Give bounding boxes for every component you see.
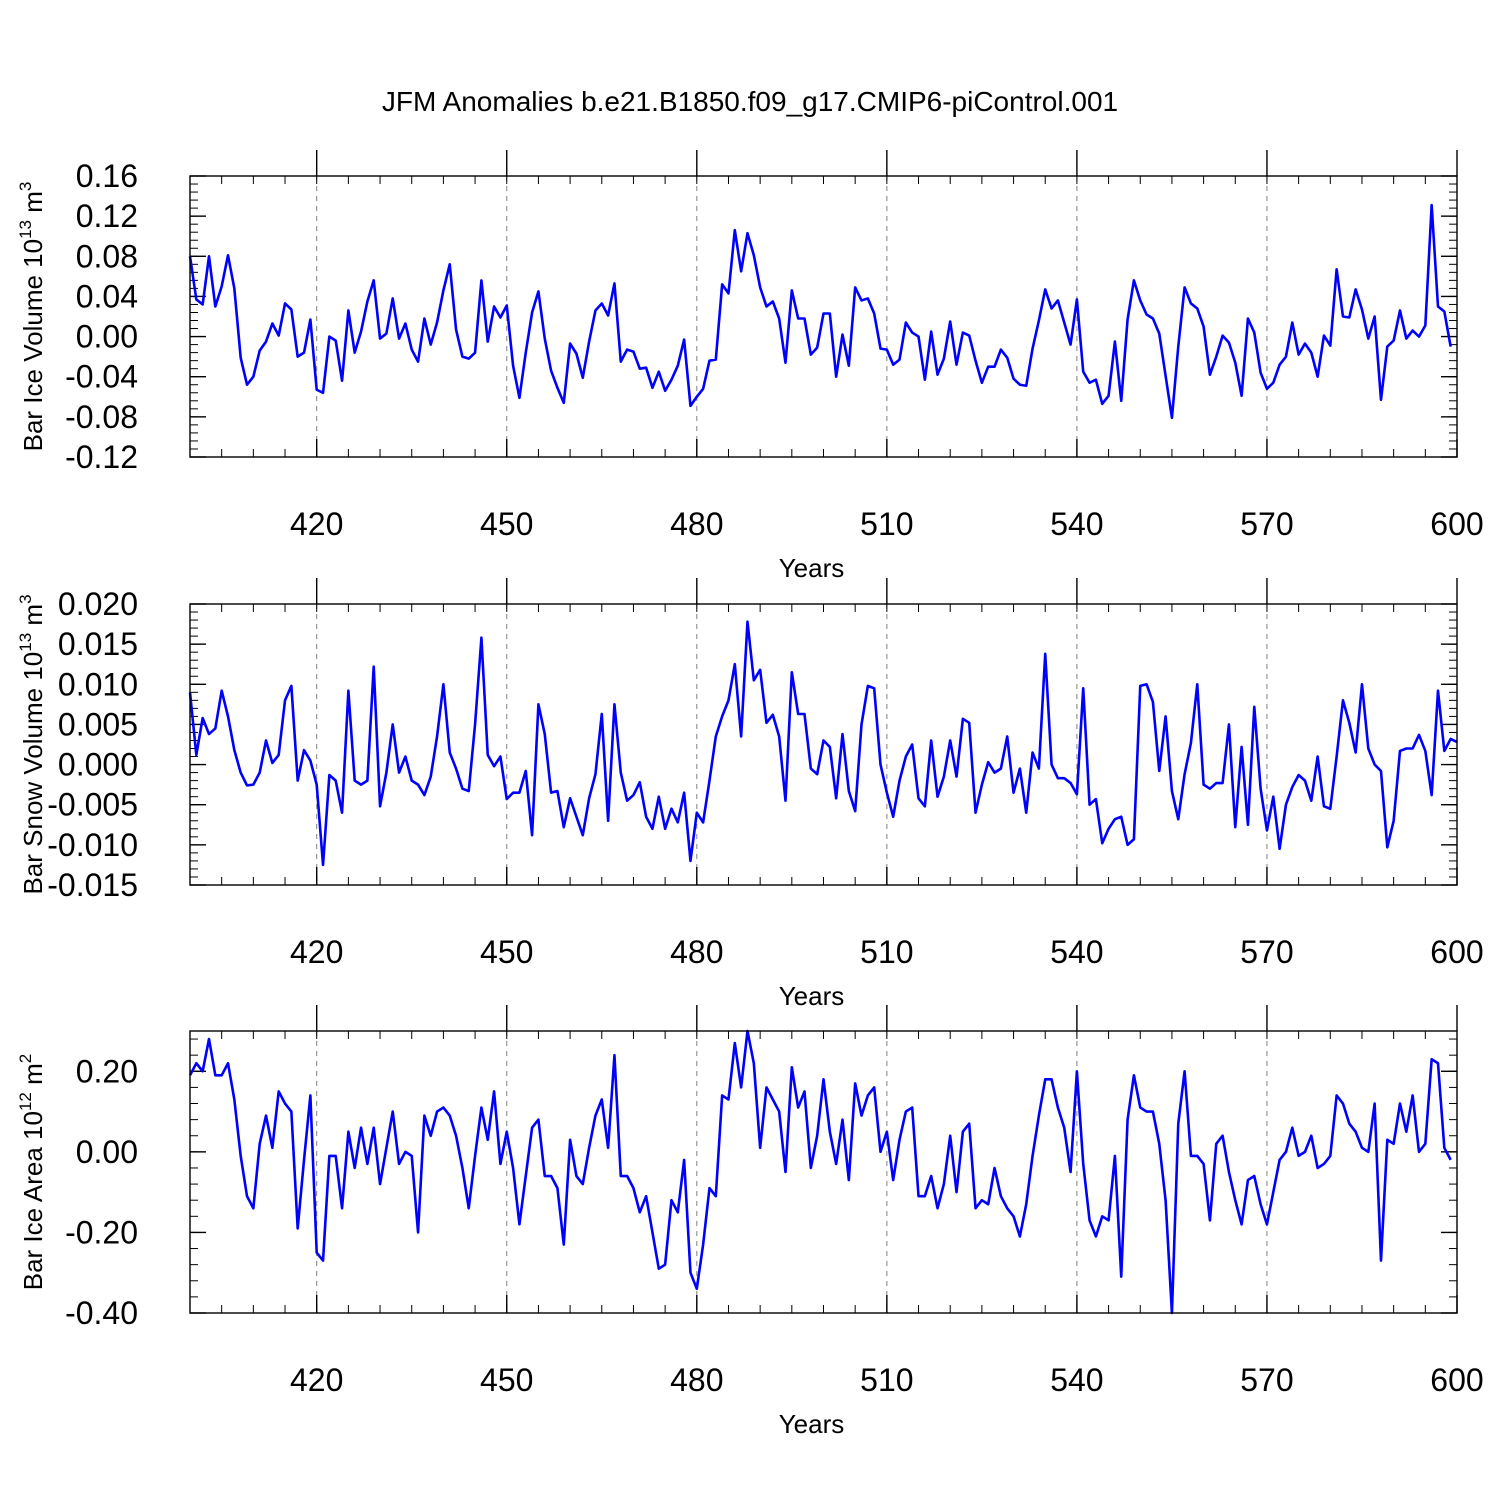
x-tick-label: 480 bbox=[670, 934, 723, 970]
y-tick-label: -0.40 bbox=[65, 1295, 138, 1331]
y-tick-label: 0.12 bbox=[76, 198, 138, 234]
x-tick-label: 480 bbox=[670, 506, 723, 542]
x-tick-label: 600 bbox=[1430, 506, 1483, 542]
chart-title: JFM Anomalies b.e21.B1850.f09_g17.CMIP6-… bbox=[381, 86, 1119, 117]
y-tick-label: 0.020 bbox=[58, 586, 138, 622]
x-tick-label: 510 bbox=[860, 506, 913, 542]
x-tick-label: 420 bbox=[290, 506, 343, 542]
y-tick-label: 0.005 bbox=[58, 706, 138, 742]
x-tick-label: 450 bbox=[480, 934, 533, 970]
x-tick-label: 570 bbox=[1240, 506, 1293, 542]
x-tick-label: 540 bbox=[1050, 934, 1103, 970]
series-line bbox=[188, 620, 1458, 867]
panel-ice-area: 420 450 480 510 540 570 600 Years -0.40 -0.20 0.00… bbox=[16, 1005, 1484, 1439]
y-tick-label: -0.005 bbox=[47, 787, 138, 823]
y-axis-label: Bar Ice Volume 1013 m3 bbox=[16, 182, 48, 452]
plot-frame bbox=[189, 1030, 1458, 1314]
x-axis-label: Years bbox=[779, 1409, 845, 1439]
x-axis-label: Years bbox=[779, 981, 845, 1011]
y-tick-label: 0.00 bbox=[76, 319, 138, 355]
y-tick-label: -0.04 bbox=[65, 359, 138, 395]
y-tick-label: -0.015 bbox=[47, 867, 138, 903]
y-tick-label: 0.015 bbox=[58, 626, 138, 662]
x-tick-label: 570 bbox=[1240, 934, 1293, 970]
panel-snow-volume: 420 450 480 510 540 570 600 Years -0.015 -0.010 -0… bbox=[16, 578, 1484, 1011]
y-tick-label: 0.08 bbox=[76, 238, 138, 274]
series-line bbox=[188, 1029, 1452, 1315]
y-tick-label: 0.20 bbox=[76, 1053, 138, 1089]
x-tick-label: 540 bbox=[1050, 506, 1103, 542]
y-tick-label: 0.16 bbox=[76, 158, 138, 194]
x-tick-label: 510 bbox=[860, 934, 913, 970]
y-tick-label: -0.08 bbox=[65, 399, 138, 435]
panel-ice-volume: 420 450 480 510 540 570 600 Years -0.12 -0.08 -0.0… bbox=[16, 150, 1484, 583]
series-line bbox=[188, 203, 1452, 420]
x-tick-label: 450 bbox=[480, 1362, 533, 1398]
x-tick-label: 570 bbox=[1240, 1362, 1293, 1398]
y-tick-label: -0.20 bbox=[65, 1214, 138, 1250]
plot-frame bbox=[189, 175, 1458, 458]
y-tick-label: 0.04 bbox=[76, 278, 138, 314]
y-axis-label: Bar Ice Area 1012 m2 bbox=[16, 1054, 48, 1291]
x-tick-label: 480 bbox=[670, 1362, 723, 1398]
y-tick-label: -0.010 bbox=[47, 827, 138, 863]
x-tick-label: 540 bbox=[1050, 1362, 1103, 1398]
x-axis-label: Years bbox=[779, 553, 845, 583]
x-tick-label: 420 bbox=[290, 1362, 343, 1398]
y-tick-label: 0.00 bbox=[76, 1134, 138, 1170]
plot-frame bbox=[189, 603, 1458, 886]
y-tick-label: 0.010 bbox=[58, 666, 138, 702]
y-tick-label: 0.000 bbox=[58, 747, 138, 783]
x-tick-label: 420 bbox=[290, 934, 343, 970]
x-tick-label: 600 bbox=[1430, 934, 1483, 970]
y-axis-label: Bar Snow Volume 1013 m3 bbox=[16, 594, 48, 894]
x-tick-label: 600 bbox=[1430, 1362, 1483, 1398]
y-tick-label: -0.12 bbox=[65, 439, 138, 475]
x-tick-label: 510 bbox=[860, 1362, 913, 1398]
x-tick-label: 450 bbox=[480, 506, 533, 542]
